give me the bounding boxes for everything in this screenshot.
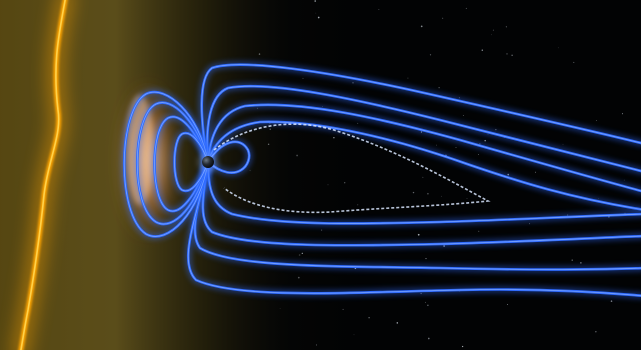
field-line [199, 161, 641, 249]
field-line [204, 83, 641, 175]
field-line [198, 61, 641, 163]
field-line [134, 99, 211, 227]
field-line [121, 89, 211, 240]
neutral-sheet [213, 123, 491, 214]
field-line [205, 101, 641, 195]
bow-shock [13, 0, 73, 350]
field-line [205, 138, 253, 176]
field-line [205, 161, 641, 227]
magnetic-field-lines [121, 61, 641, 299]
field-line [151, 113, 211, 215]
earth-planet [198, 152, 218, 172]
field-line [171, 130, 211, 194]
field-line [205, 118, 641, 213]
field-line [185, 161, 641, 299]
